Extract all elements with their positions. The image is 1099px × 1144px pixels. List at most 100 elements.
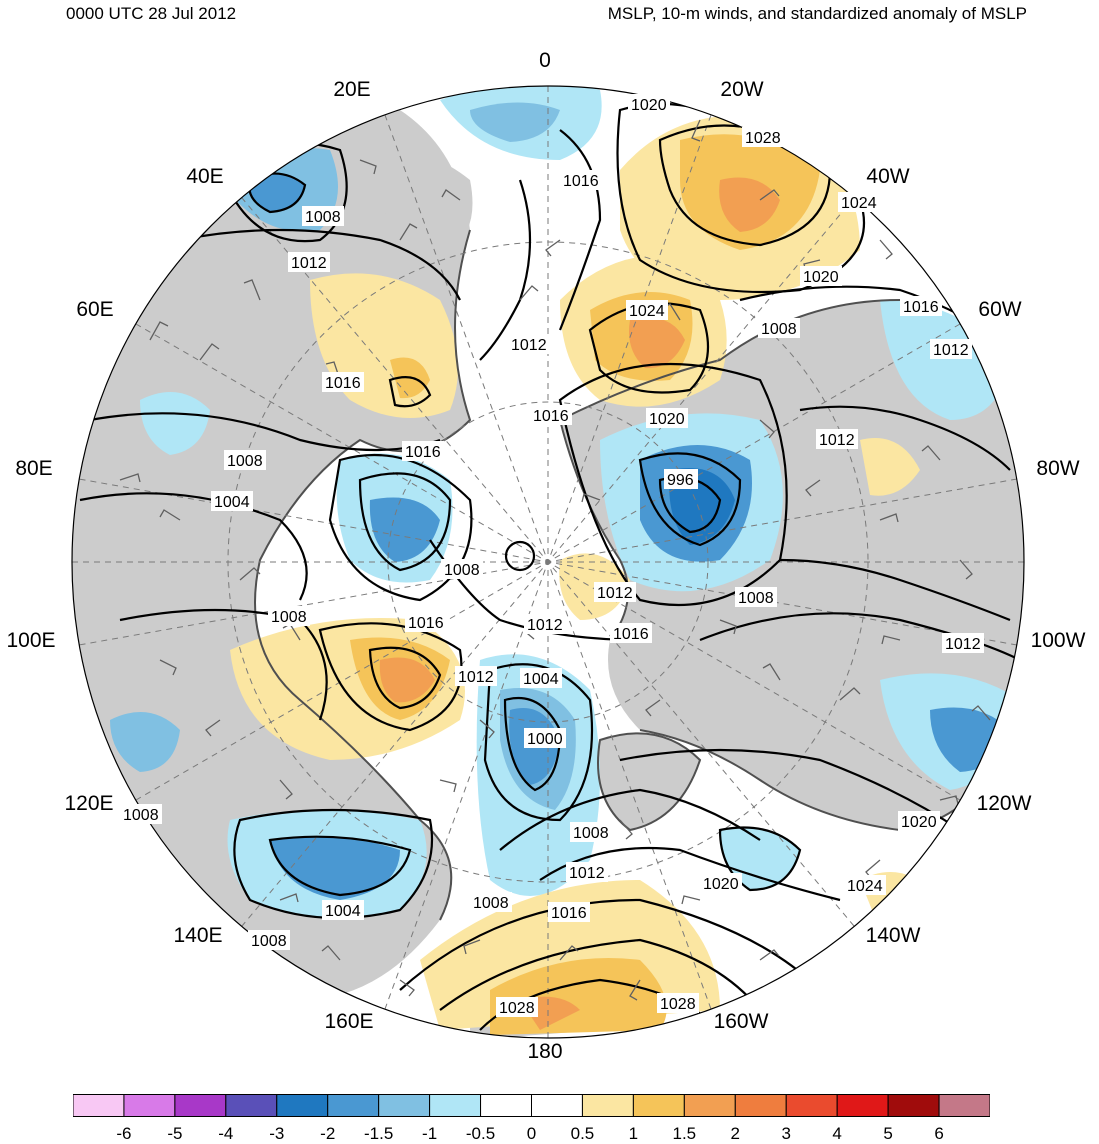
isobar-label: 1020 xyxy=(703,876,739,893)
isobar-label: 1012 xyxy=(511,337,547,354)
colorbar-swatch xyxy=(581,1094,634,1117)
lon-label-140w: 140W xyxy=(866,924,921,947)
isobar-label: 1020 xyxy=(901,814,937,831)
lon-label-160w: 160W xyxy=(714,1010,769,1033)
colorbar-swatch xyxy=(73,1094,125,1117)
isobar-label: 1016 xyxy=(551,905,587,922)
map-border xyxy=(71,85,1025,1039)
colorbar-swatch xyxy=(225,1094,278,1117)
longitude-labels: 0 20W 40W 60W 80W 100W 120W 140W 160W 18… xyxy=(6,49,1085,1063)
colorbar xyxy=(73,1094,990,1117)
isobar-label: 1012 xyxy=(933,342,969,359)
isobar-label: 1012 xyxy=(569,865,605,882)
lon-label-20w: 20W xyxy=(720,78,763,101)
isobar-label: 1004 xyxy=(523,671,559,688)
isobar-label: 1008 xyxy=(271,609,307,626)
colorbar-swatch xyxy=(836,1094,889,1117)
isobar-label: 1028 xyxy=(499,1000,535,1017)
isobar-label: 1016 xyxy=(405,444,441,461)
colorbar-swatch xyxy=(327,1094,380,1117)
isobar-label: 1008 xyxy=(573,825,609,842)
lon-label-140e: 140E xyxy=(173,924,222,947)
valid-time-label: 0000 UTC 28 Jul 2012 xyxy=(66,4,237,23)
isobar-label: 1004 xyxy=(325,903,361,920)
colorbar-swatch xyxy=(480,1094,532,1117)
colorbar-tick-label: -1.5 xyxy=(364,1124,394,1143)
isobar-label: 1016 xyxy=(903,299,939,316)
colorbar-tick-label: 5 xyxy=(883,1124,893,1143)
plot-title: MSLP, 10-m winds, and standardized anoma… xyxy=(607,4,1027,23)
isobar-label: 1020 xyxy=(631,97,667,114)
lon-label-60e: 60E xyxy=(76,298,113,321)
colorbar-tick-labels: -6 -5 -4 -3 -2 -1.5 -1 -0.5 0 0.5 1 1.5 2 3 4 5 6 xyxy=(0,1124,1099,1144)
colorbar-swatch xyxy=(429,1094,482,1117)
lon-label-80w: 80W xyxy=(1036,457,1079,480)
colorbar-swatch xyxy=(174,1094,227,1117)
isobar-label: 1008 xyxy=(761,321,797,338)
lon-label-80e: 80E xyxy=(15,457,52,480)
colorbar-tick-label: 1 xyxy=(628,1124,639,1143)
isobar-label: 1008 xyxy=(251,933,287,950)
isobar-label: 1020 xyxy=(803,269,839,286)
colorbar-swatch xyxy=(531,1094,583,1117)
colorbar-swatch xyxy=(734,1094,787,1117)
colorbar-swatch xyxy=(276,1094,329,1117)
isobar-label: 1016 xyxy=(408,615,444,632)
isobar-label: 1020 xyxy=(649,411,685,428)
isobar-label: 996 xyxy=(667,472,694,489)
colorbar-swatch xyxy=(683,1094,736,1117)
isobar-label: 1000 xyxy=(527,731,563,748)
lon-label-180: 180 xyxy=(527,1040,562,1063)
isobar-label: 1008 xyxy=(473,895,509,912)
isobar-label: 1008 xyxy=(444,562,480,579)
lon-label-40w: 40W xyxy=(866,165,909,188)
colorbar-swatch xyxy=(123,1094,176,1117)
isobars xyxy=(79,102,1021,1031)
isobar-label: 1012 xyxy=(597,585,633,602)
colorbar-tick-label: 0.5 xyxy=(570,1124,595,1143)
colorbar-tick-label: -4 xyxy=(218,1124,234,1143)
lon-label-100e: 100E xyxy=(6,629,55,652)
isobar-label: 1012 xyxy=(945,636,981,653)
isobar-label: 1012 xyxy=(819,432,855,449)
colorbar-swatch xyxy=(632,1094,685,1117)
lon-label-40e: 40E xyxy=(186,165,223,188)
colorbar-swatch xyxy=(887,1094,940,1117)
isobar-label: 1008 xyxy=(305,209,341,226)
colorbar-tick-label: -6 xyxy=(116,1124,132,1143)
isobar-label: 1004 xyxy=(214,494,250,511)
isobar-label: 1024 xyxy=(847,878,883,895)
colorbar-tick-label: -3 xyxy=(269,1124,285,1143)
colorbar-tick-label: 4 xyxy=(832,1124,842,1143)
isobar-label: 1028 xyxy=(745,130,781,147)
lon-label-60w: 60W xyxy=(978,298,1021,321)
lon-label-20e: 20E xyxy=(333,78,370,101)
colorbar-tick-label: 2 xyxy=(730,1124,740,1143)
colorbar-tick-label: 1.5 xyxy=(672,1124,697,1143)
colorbar-tick-label: 3 xyxy=(781,1124,791,1143)
colorbar-swatch xyxy=(378,1094,431,1117)
isobar-label: 1012 xyxy=(291,255,327,272)
lon-label-120w: 120W xyxy=(977,792,1032,815)
colorbar-tick-label: -1 xyxy=(422,1124,438,1143)
colorbar-tick-label: -5 xyxy=(167,1124,183,1143)
isobar-label: 1016 xyxy=(533,408,569,425)
isobar-label: 1008 xyxy=(738,590,774,607)
colorbar-swatch xyxy=(785,1094,838,1117)
isobar-label: 1012 xyxy=(527,617,563,634)
lon-label-0: 0 xyxy=(539,49,551,72)
isobar-label: 1008 xyxy=(227,453,263,470)
colorbar-swatch xyxy=(938,1094,990,1117)
isobar-label: 1016 xyxy=(325,375,361,392)
isobar-label: 1008 xyxy=(123,807,159,824)
isobar-label: 1024 xyxy=(629,303,665,320)
colorbar-tick-label: -2 xyxy=(320,1124,336,1143)
lon-label-120e: 120E xyxy=(64,792,113,815)
isobar-label: 1028 xyxy=(660,996,696,1013)
colorbar-tick-label: 6 xyxy=(934,1124,944,1143)
isobar-label: 1012 xyxy=(458,669,494,686)
colorbar-tick-label: -0.5 xyxy=(465,1124,496,1143)
isobar-label: 1016 xyxy=(563,173,599,190)
isobar-label: 1016 xyxy=(613,626,649,643)
